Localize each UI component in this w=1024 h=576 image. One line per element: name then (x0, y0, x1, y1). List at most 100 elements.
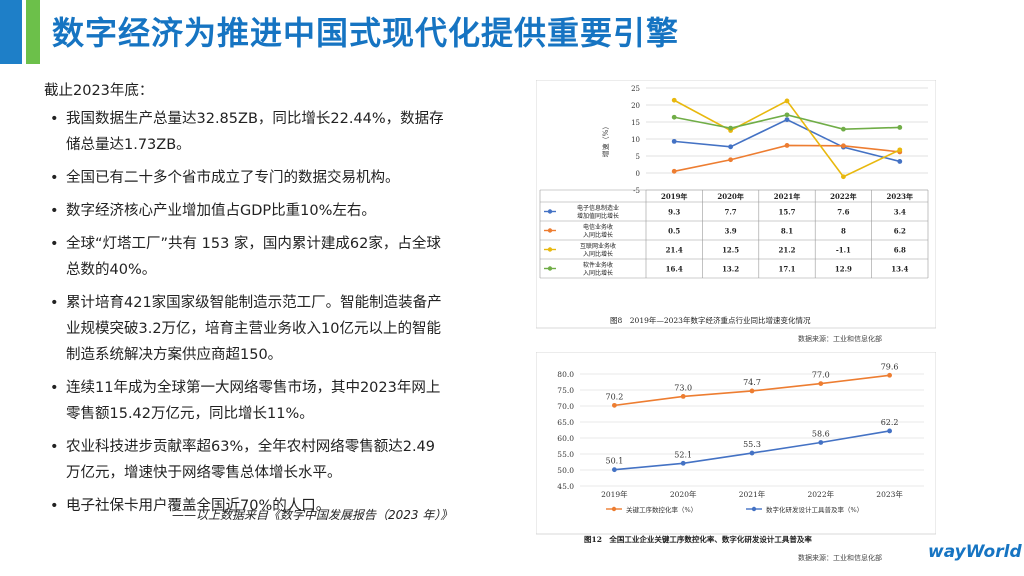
title-accent-green (26, 0, 40, 64)
y-tick-label: 25 (631, 85, 640, 93)
legend-swatch-dot (611, 506, 617, 512)
data-point (671, 97, 677, 103)
y-tick-label: 55.0 (557, 450, 574, 459)
data-label: 52.1 (674, 450, 692, 459)
data-point (671, 138, 677, 144)
data-label: 21.2 (778, 246, 795, 255)
bullet-item: 数字经济核心产业增加值占GDP比重10%左右。 (44, 198, 444, 224)
intro-text: 截止2023年底： (44, 83, 154, 99)
x-tick-label: 2021年 (774, 192, 800, 201)
data-label: 6.8 (894, 246, 906, 255)
data-label: 12.9 (835, 265, 852, 274)
data-label: 62.2 (881, 418, 899, 427)
y-tick-label: 45.0 (557, 482, 574, 491)
x-tick-label: 2022年 (808, 489, 835, 499)
data-point (841, 126, 846, 132)
y-tick-label: 60.0 (557, 434, 574, 443)
data-point (671, 114, 677, 120)
data-label: 8.1 (781, 227, 793, 236)
data-label: 3.9 (725, 227, 737, 236)
y-tick-label: -5 (633, 187, 640, 195)
data-label: 17.1 (778, 265, 795, 274)
data-point (897, 125, 903, 130)
y-tick-label: 20 (631, 102, 640, 110)
data-label: 3.4 (894, 208, 906, 217)
bullet-list: 我国数据生产总量达32.85ZB，同比增长22.44%，数据存储总量达1.73Z… (44, 106, 444, 519)
wayworld-logo: wayWorld (928, 542, 1022, 562)
data-point (728, 157, 733, 163)
title-accent-blue (0, 0, 22, 64)
data-point (728, 144, 733, 150)
data-point (612, 467, 617, 473)
y-tick-label: 10 (631, 136, 640, 144)
bullet-item: 电子社保卡用户覆盖全国近70%的人口。 (44, 493, 444, 519)
x-tick-label: 2021年 (739, 489, 766, 499)
x-tick-label: 2019年 (661, 192, 687, 201)
x-tick-label: 2023年 (887, 192, 913, 201)
data-label: 9.3 (668, 208, 680, 217)
bullet-item: 连续11年成为全球第一大网络零售市场，其中2023年网上零售额15.42万亿元，… (44, 375, 444, 427)
chart-source: 数据来源：工业和信息化部 (798, 553, 882, 562)
data-label: 16.4 (666, 265, 683, 274)
data-point (680, 394, 686, 399)
legend-swatch-dot (547, 266, 553, 271)
legend-swatch-dot (547, 228, 553, 233)
chart-frame (536, 80, 936, 329)
data-point (897, 159, 903, 164)
data-label: 12.5 (722, 246, 739, 255)
data-label: 7.7 (725, 208, 737, 217)
y-axis-label: 增速（%） (601, 123, 610, 158)
data-point (887, 428, 892, 434)
data-point (784, 143, 790, 148)
bullet-item: 农业科技进步贡献率超63%，全年农村网络零售额达2.49万亿元，增速快于网络零售… (44, 434, 444, 486)
legend-swatch-dot (751, 506, 757, 512)
data-point (612, 402, 617, 408)
data-point (784, 112, 790, 118)
data-label: 15.7 (778, 208, 795, 217)
data-point (749, 388, 755, 394)
bullet-item: 全球“灯塔工厂”共有 153 家，国内累计建成62家，占全球总数的40%。 (44, 231, 444, 283)
x-tick-label: 2020年 (670, 489, 697, 499)
data-point (887, 372, 892, 378)
data-label: 79.6 (881, 362, 899, 371)
data-label: 21.4 (666, 246, 683, 255)
y-tick-label: 15 (631, 119, 640, 127)
legend-label: 互联网业务收入同比增长 (580, 242, 616, 258)
data-point (784, 98, 790, 104)
data-point (749, 450, 755, 456)
data-point (671, 168, 677, 174)
y-tick-label: 70.0 (557, 402, 574, 411)
legend-swatch-dot (547, 209, 553, 214)
data-label: 73.0 (674, 383, 692, 392)
data-label: 77.0 (812, 371, 830, 380)
x-tick-label: 2022年 (830, 192, 856, 201)
data-point (841, 143, 846, 149)
data-point (897, 147, 903, 153)
data-point (784, 117, 790, 123)
data-point (841, 174, 846, 180)
chart-title: 图12 全国工业企业关键工序数控化率、数字化研发设计工具普及率 (584, 534, 812, 544)
data-point (818, 440, 824, 445)
y-tick-label: 0 (636, 170, 640, 178)
data-label: 7.6 (837, 208, 849, 217)
data-label: 74.7 (743, 378, 761, 387)
text-content: 截止2023年底： 我国数据生产总量达32.85ZB，同比增长22.44%，数据… (44, 78, 444, 526)
data-label: 13.2 (722, 265, 739, 274)
y-tick-label: 50.0 (557, 466, 574, 475)
legend-swatch-dot (547, 247, 553, 252)
data-point (818, 381, 824, 386)
legend-label: 电信业务收入同比增长 (583, 223, 613, 239)
data-label: 55.3 (743, 440, 761, 449)
data-label: -1.1 (836, 246, 851, 255)
chart-source: 数据来源：工业和信息化部 (798, 334, 882, 343)
y-tick-label: 75.0 (557, 386, 574, 395)
y-tick-label: 80.0 (557, 370, 574, 379)
x-tick-label: 2020年 (717, 192, 743, 201)
data-label: 70.2 (605, 392, 623, 401)
data-point (728, 125, 733, 131)
data-label: 0.5 (668, 227, 680, 236)
industry-growth-chart: -5 0 5 10 15 20 25 增速（%） 2019年 2020年 2021年 2022年 202… (536, 80, 936, 343)
legend-label: 关键工序数控化率（%） (626, 505, 697, 514)
source-note: ——以上数据来自《数字中国发展报告（2023 年）》 (172, 508, 453, 522)
legend-label: 数字化研发设计工具普及率（%） (766, 505, 863, 514)
